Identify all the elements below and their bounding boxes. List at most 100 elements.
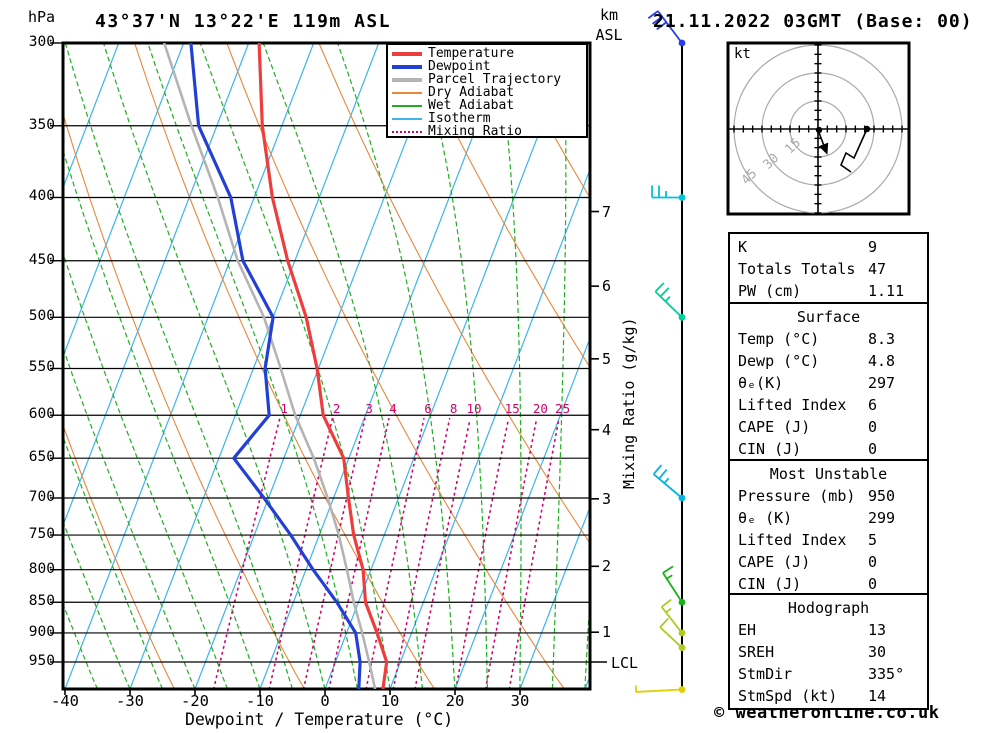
stat-row-value: 335° <box>868 665 905 683</box>
pressure-tick-label: 550 <box>28 359 55 375</box>
stat-row: StmDir 335° <box>730 663 927 685</box>
wind-barb <box>662 565 686 606</box>
stat-row: PW (cm) 1.11 <box>730 280 927 302</box>
stat-row-value: 0 <box>868 440 878 458</box>
mixing-ratio-labels: 1 2 3 4 6 8 10 15 20 25 <box>280 401 570 416</box>
wind-barb <box>651 185 686 201</box>
pressure-tick-label: 500 <box>28 308 55 324</box>
stat-row-label: Lifted Index <box>738 531 847 549</box>
pressure-tick-label: 450 <box>28 252 55 268</box>
plot-border <box>61 41 592 691</box>
lcl-label: LCL <box>611 654 639 672</box>
legend-item-label: Parcel Trajectory <box>428 72 562 87</box>
legend-item: Temperature <box>392 47 586 60</box>
mixing-ratio-axis-label: Mixing Ratio (g/kg) <box>620 317 638 489</box>
pressure-tick-label: 950 <box>28 653 55 669</box>
legend-line-swatch-dotted <box>392 130 422 133</box>
mixing-ratio-value-label: 15 <box>505 401 520 416</box>
temp-tick-label: -20 <box>181 692 209 710</box>
stat-row: EH 13 <box>730 619 927 641</box>
stat-row: Dewp (°C) 4.8 <box>730 350 927 372</box>
stat-row-label: θₑ (K) <box>738 509 793 527</box>
legend-line-swatch-thick <box>392 64 422 69</box>
stat-row-label: Pressure (mb) <box>738 487 856 505</box>
km-tick-label: 3 <box>602 490 612 508</box>
legend-item-label: Wet Adiabat <box>428 98 515 113</box>
stat-row-label: StmSpd (kt) <box>738 687 838 705</box>
wind-barb <box>654 282 686 321</box>
pressure-tick-label: 400 <box>28 188 55 204</box>
stat-row-value: 0 <box>868 418 878 436</box>
stat-row: StmSpd (kt) 14 <box>730 685 927 707</box>
pressure-tick-label: 300 <box>28 34 55 50</box>
stat-row-label: SREH <box>738 643 775 661</box>
legend-item-label: Isotherm <box>428 111 491 126</box>
stat-row-value: 4.8 <box>868 352 896 370</box>
temp-tick-label: 20 <box>445 692 465 710</box>
legend-box: Temperature Dewpoint Parcel Trajectory Dry … <box>386 43 588 138</box>
wet-adiabat-lines <box>63 43 590 689</box>
mixing-ratio-value-label: 6 <box>424 401 432 416</box>
mixing-ratio-value-label: 3 <box>365 401 373 416</box>
stat-table-surface: Surface Temp (°C) 8.3 Dewp (°C) 4.8 θₑ(K) 297 L… <box>728 302 929 463</box>
km-tick-label: 6 <box>602 277 612 295</box>
km-tick-label: 7 <box>602 203 612 221</box>
stat-row-value: 9 <box>868 238 878 256</box>
temp-axis-ticks <box>64 689 521 695</box>
legend-item: Wet Adiabat <box>392 99 586 112</box>
datetime-label: 21.11.2022 03GMT (Base: 00) <box>653 11 973 32</box>
page-title: 43°37'N 13°22'E 119m ASL <box>95 11 392 32</box>
stat-row: θₑ(K) 297 <box>730 372 927 394</box>
pressure-tick-label: 850 <box>28 593 55 609</box>
stat-row-label: CIN (J) <box>738 440 802 458</box>
stat-row-label: CAPE (J) <box>738 418 811 436</box>
stat-table-title: Surface <box>796 308 861 326</box>
legend-item: Parcel Trajectory <box>392 73 586 86</box>
hodograph-unit-label: kt <box>734 46 751 62</box>
temp-tick-label: -40 <box>51 692 79 710</box>
stat-row: CIN (J) 0 <box>730 438 927 460</box>
temp-tick-label: -30 <box>116 692 144 710</box>
legend-line-swatch-thick <box>392 51 422 56</box>
stat-row: CIN (J) 0 <box>730 573 927 595</box>
stat-row-value: 1.11 <box>868 282 905 300</box>
stat-table-title: Hodograph <box>787 599 870 617</box>
stat-row-label: CIN (J) <box>738 575 802 593</box>
mixing-ratio-value-label: 10 <box>467 401 482 416</box>
mixing-ratio-value-label: 2 <box>333 401 341 416</box>
pressure-tick-label: 700 <box>28 489 55 505</box>
wind-barb <box>652 464 686 502</box>
legend-item-label: Mixing Ratio <box>428 124 522 139</box>
pressure-tick-label: 900 <box>28 624 55 640</box>
stat-row-value: 950 <box>868 487 896 505</box>
stat-row-value: 0 <box>868 553 878 571</box>
wind-barb <box>634 685 686 693</box>
stat-row: θₑ (K) 299 <box>730 507 927 529</box>
parcel-trajectory-curve <box>162 43 377 689</box>
pressure-tick-label: 650 <box>28 449 55 465</box>
x-axis-title: Dewpoint / Temperature (°C) <box>185 710 454 729</box>
legend-line-swatch-thin <box>392 91 422 94</box>
legend-item-label: Dewpoint <box>428 59 491 74</box>
stat-row-value: 5 <box>868 531 878 549</box>
stat-row-value: 299 <box>868 509 896 527</box>
stat-row-label: K <box>738 238 748 256</box>
stat-row-label: Temp (°C) <box>738 330 820 348</box>
legend-item-label: Temperature <box>428 46 515 61</box>
stat-row-value: 8.3 <box>868 330 896 348</box>
km-tick-label: 4 <box>602 421 612 439</box>
stat-row-label: Dewp (°C) <box>738 352 820 370</box>
mixing-ratio-value-label: 8 <box>450 401 458 416</box>
km-axis-unit-line1: km <box>599 6 619 24</box>
km-axis-ticks <box>590 210 607 663</box>
stat-row: Temp (°C) 8.3 <box>730 328 927 350</box>
stat-table-most-unstable: Most Unstable Pressure (mb) 950 θₑ (K) 299 Li… <box>728 459 929 598</box>
stat-row: Totals Totals 47 <box>730 258 927 280</box>
stat-row-value: 14 <box>868 687 887 705</box>
legend-item: Dewpoint <box>392 60 586 73</box>
legend-item: Dry Adiabat <box>392 86 586 99</box>
wind-barb-column <box>634 10 686 693</box>
